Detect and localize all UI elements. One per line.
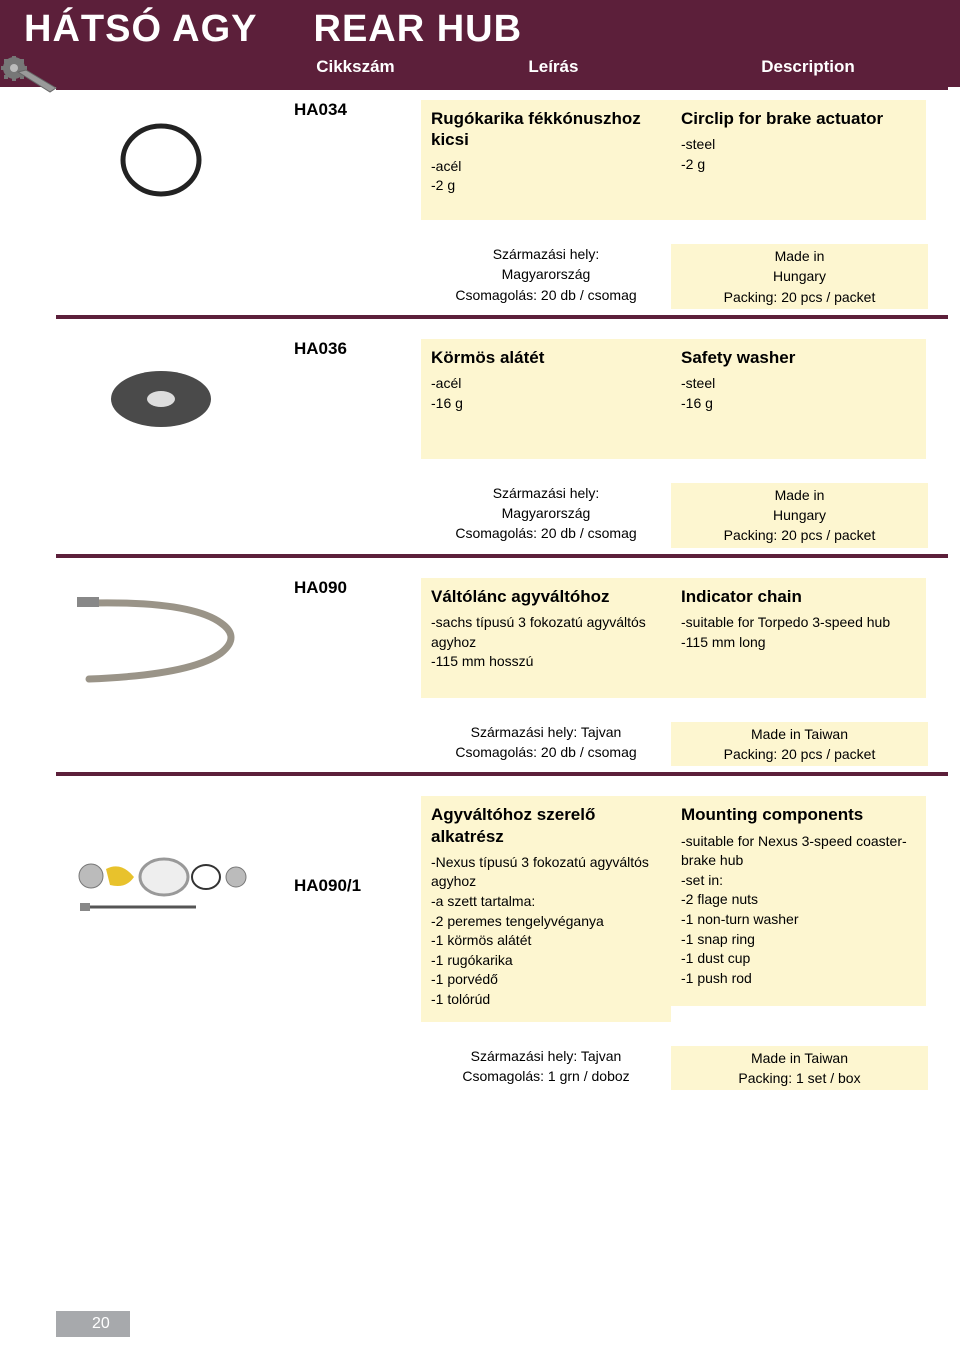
product-attr-hu: -115 mm hosszú bbox=[431, 652, 661, 672]
origin-hu: Származási hely: Tajvan bbox=[421, 1046, 671, 1066]
product-leiras: Rugókarika fékkónuszhoz kicsi -acél -2 g bbox=[421, 100, 671, 220]
title-en: REAR HUB bbox=[314, 8, 523, 51]
pack-hu: Csomagolás: 1 grn / doboz bbox=[421, 1066, 671, 1086]
product-attr-en: -1 non-turn washer bbox=[681, 910, 916, 930]
product-attr-hu: -acél bbox=[431, 157, 661, 177]
colhead-description: Description bbox=[676, 57, 940, 77]
product-attr-hu: -2 g bbox=[431, 176, 661, 196]
pack-en: Packing: 20 pcs / packet bbox=[675, 744, 924, 764]
origin-en: Made in bbox=[675, 246, 924, 266]
pack-hu: Csomagolás: 20 db / csomag bbox=[421, 742, 671, 762]
product-entry: HA090 Váltólánc agyváltóhoz -sachs típus… bbox=[56, 578, 948, 777]
product-image bbox=[56, 578, 266, 698]
product-attr-en: -suitable for Torpedo 3-speed hub bbox=[681, 613, 916, 633]
product-sku: HA090 bbox=[266, 578, 421, 598]
product-entry: HA090/1 Agyváltóhoz szerelő alkatrész -N… bbox=[56, 796, 948, 1090]
origin-row: Származási hely: Magyarország Csomagolás… bbox=[56, 244, 948, 309]
product-sku: HA090/1 bbox=[266, 796, 421, 976]
product-attr-en: -steel bbox=[681, 135, 916, 155]
page-number: 20 bbox=[56, 1311, 130, 1337]
product-image bbox=[56, 100, 266, 220]
pack-en: Packing: 20 pcs / packet bbox=[675, 525, 924, 545]
page-header: HÁTSÓ AGY REAR HUB Cikkszám Leírás Descr… bbox=[0, 0, 960, 87]
product-attr-en: -set in: bbox=[681, 871, 916, 891]
product-desc: Circlip for brake actuator -steel -2 g bbox=[671, 100, 926, 220]
origin-en: Made in Taiwan bbox=[675, 1048, 924, 1068]
pack-en: Packing: 1 set / box bbox=[675, 1068, 924, 1088]
product-name-en: Circlip for brake actuator bbox=[681, 108, 916, 129]
origin-en: Made in bbox=[675, 485, 924, 505]
colhead-sku: Cikkszám bbox=[280, 57, 431, 77]
product-attr-en: -1 dust cup bbox=[681, 949, 916, 969]
product-name-hu: Rugókarika fékkónuszhoz kicsi bbox=[431, 108, 661, 151]
product-attr-hu: -acél bbox=[431, 374, 661, 394]
product-image bbox=[56, 339, 266, 459]
product-attr-hu: -1 rugókarika bbox=[431, 951, 661, 971]
origin-row: Származási hely: Tajvan Csomagolás: 1 gr… bbox=[56, 1046, 948, 1091]
product-attr-en: -1 push rod bbox=[681, 969, 916, 989]
pack-hu: Csomagolás: 20 db / csomag bbox=[421, 285, 671, 305]
origin-row: Származási hely: Tajvan Csomagolás: 20 d… bbox=[56, 722, 948, 767]
origin-row: Származási hely: Magyarország Csomagolás… bbox=[56, 483, 948, 548]
product-name-hu: Körmös alátét bbox=[431, 347, 661, 368]
product-attr-hu: -sachs típusú 3 fokozatú agyváltós agyho… bbox=[431, 613, 661, 652]
product-attr-hu: -16 g bbox=[431, 394, 661, 414]
origin-hu: Származási hely: bbox=[421, 244, 671, 264]
pack-hu: Csomagolás: 20 db / csomag bbox=[421, 523, 671, 543]
origin-hu: Származási hely: bbox=[421, 483, 671, 503]
product-attr-en: -16 g bbox=[681, 394, 916, 414]
product-attr-en: -115 mm long bbox=[681, 633, 916, 653]
product-desc: Safety washer -steel -16 g bbox=[671, 339, 926, 459]
product-desc: Mounting components -suitable for Nexus … bbox=[671, 796, 926, 1006]
divider bbox=[56, 772, 948, 776]
column-headers: Cikkszám Leírás Description bbox=[20, 57, 940, 77]
product-entry: HA036 Körmös alátét -acél -16 g Safety w… bbox=[56, 339, 948, 558]
product-entry: HA034 Rugókarika fékkónuszhoz kicsi -acé… bbox=[56, 100, 948, 319]
product-sku: HA036 bbox=[266, 339, 421, 359]
product-leiras: Agyváltóhoz szerelő alkatrész -Nexus típ… bbox=[421, 796, 671, 1021]
product-attr-en: -2 g bbox=[681, 155, 916, 175]
product-attr-en: -steel bbox=[681, 374, 916, 394]
product-attr-hu: -a szett tartalma: bbox=[431, 892, 661, 912]
origin-en: Made in Taiwan bbox=[675, 724, 924, 744]
product-name-hu: Agyváltóhoz szerelő alkatrész bbox=[431, 804, 661, 847]
pack-en: Packing: 20 pcs / packet bbox=[675, 287, 924, 307]
product-leiras: Váltólánc agyváltóhoz -sachs típusú 3 fo… bbox=[421, 578, 671, 698]
product-attr-hu: -Nexus típusú 3 fokozatú agyváltós agyho… bbox=[431, 853, 661, 892]
product-attr-hu: -2 peremes tengelyvéganya bbox=[431, 912, 661, 932]
product-sku: HA034 bbox=[266, 100, 421, 120]
colhead-leiras: Leírás bbox=[431, 57, 676, 77]
product-name-hu: Váltólánc agyváltóhoz bbox=[431, 586, 661, 607]
origin-hu-2: Magyarország bbox=[421, 503, 671, 523]
product-attr-hu: -1 porvédő bbox=[431, 970, 661, 990]
product-desc: Indicator chain -suitable for Torpedo 3-… bbox=[671, 578, 926, 698]
product-name-en: Indicator chain bbox=[681, 586, 916, 607]
origin-en-2: Hungary bbox=[675, 266, 924, 286]
origin-hu: Származási hely: Tajvan bbox=[421, 722, 671, 742]
product-attr-en: -1 snap ring bbox=[681, 930, 916, 950]
product-name-en: Safety washer bbox=[681, 347, 916, 368]
title-hu: HÁTSÓ AGY bbox=[24, 8, 258, 51]
divider bbox=[56, 554, 948, 558]
product-leiras: Körmös alátét -acél -16 g bbox=[421, 339, 671, 459]
origin-hu-2: Magyarország bbox=[421, 264, 671, 284]
product-attr-hu: -1 tolórúd bbox=[431, 990, 661, 1010]
divider bbox=[56, 315, 948, 319]
product-attr-en: -suitable for Nexus 3-speed coaster-brak… bbox=[681, 832, 916, 871]
gear-part-icon bbox=[0, 56, 60, 102]
product-image bbox=[56, 796, 266, 976]
product-name-en: Mounting components bbox=[681, 804, 916, 825]
product-attr-en: -2 flage nuts bbox=[681, 890, 916, 910]
product-attr-hu: -1 körmös alátét bbox=[431, 931, 661, 951]
origin-en-2: Hungary bbox=[675, 505, 924, 525]
